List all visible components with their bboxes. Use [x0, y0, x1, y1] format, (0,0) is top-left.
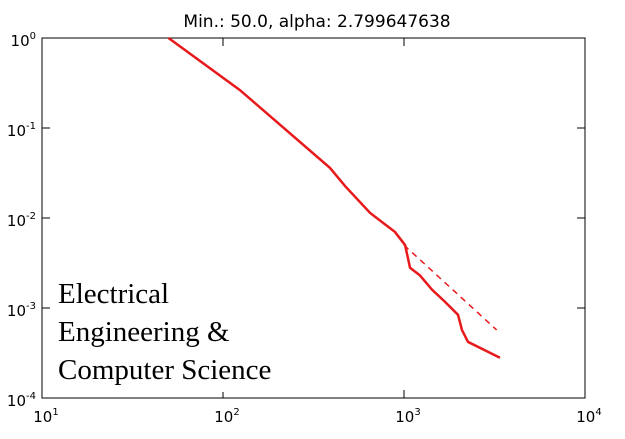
tick-exponent: 4	[595, 407, 601, 418]
tick-label: 101	[33, 407, 58, 426]
annotation: Electrical	[58, 278, 169, 310]
chart-title: Min.: 50.0, alpha: 2.799647638	[183, 12, 450, 32]
tick-base: 10	[7, 302, 26, 320]
tick-base: 10	[33, 408, 52, 426]
tick-base: 10	[7, 122, 26, 140]
tick-exponent: 1	[52, 407, 58, 418]
tick-label: 10-1	[7, 121, 36, 140]
tick-exponent: -3	[26, 301, 36, 312]
annotation-background	[56, 276, 308, 392]
tick-exponent: -4	[26, 391, 36, 402]
annotation: Engineering &	[58, 316, 230, 348]
tick-exponent: -2	[26, 211, 36, 222]
tick-exponent: -1	[26, 121, 36, 132]
tick-label: 104	[576, 407, 601, 426]
data-line	[167, 36, 501, 359]
tick-label: 10-3	[7, 301, 36, 320]
tick-base: 10	[7, 392, 26, 410]
data-line	[403, 244, 498, 331]
tick-label: 103	[395, 407, 420, 426]
tick-base: 10	[214, 408, 233, 426]
tick-exponent: 2	[233, 407, 239, 418]
tick-label: 10-2	[7, 211, 36, 230]
tick-label: 100	[11, 31, 36, 50]
tick-label: 102	[214, 407, 239, 426]
tick-label: 10-4	[7, 391, 36, 410]
tick-base: 10	[11, 32, 30, 50]
tick-base: 10	[576, 408, 595, 426]
tick-exponent: 0	[30, 31, 36, 42]
tick-base: 10	[395, 408, 414, 426]
tick-base: 10	[7, 212, 26, 230]
annotation: Computer Science	[58, 354, 271, 386]
tick-exponent: 3	[414, 407, 420, 418]
